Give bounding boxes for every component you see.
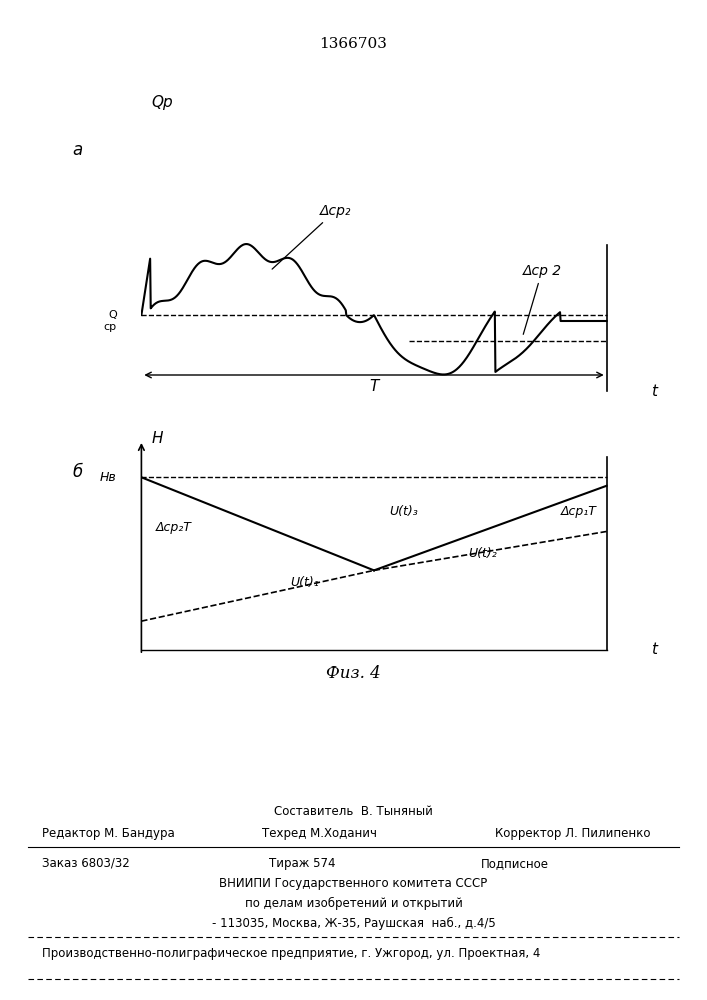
Text: T: T bbox=[369, 379, 379, 394]
Text: б: б bbox=[72, 463, 82, 481]
Text: Δcp 2: Δcp 2 bbox=[522, 264, 561, 334]
Text: по делам изобретений и открытий: по делам изобретений и открытий bbox=[245, 897, 462, 910]
Text: Δcp₂: Δcp₂ bbox=[272, 204, 351, 269]
Text: Тираж 574: Тираж 574 bbox=[269, 857, 335, 870]
Text: ВНИИПИ Государственного комитета СССР: ВНИИПИ Государственного комитета СССР bbox=[219, 877, 488, 890]
Text: Корректор Л. Пилипенко: Корректор Л. Пилипенко bbox=[495, 827, 650, 840]
Text: U(t)₂: U(t)₂ bbox=[468, 547, 497, 560]
Text: H: H bbox=[151, 431, 163, 446]
Text: Редактор М. Бандура: Редактор М. Бандура bbox=[42, 827, 175, 840]
Text: U(t)₁: U(t)₁ bbox=[290, 576, 319, 589]
Text: Δcp₁T: Δcp₁T bbox=[561, 505, 597, 518]
Text: t: t bbox=[651, 642, 657, 657]
Text: - 113035, Москва, Ж-35, Раушская  наб., д.4/5: - 113035, Москва, Ж-35, Раушская наб., д… bbox=[211, 917, 496, 930]
Text: Подписное: Подписное bbox=[481, 857, 549, 870]
Text: t: t bbox=[651, 383, 657, 398]
Text: U(t)₃: U(t)₃ bbox=[389, 505, 418, 518]
Text: Физ. 4: Физ. 4 bbox=[326, 665, 381, 682]
Text: Производственно-полиграфическое предприятие, г. Ужгород, ул. Проектная, 4: Производственно-полиграфическое предприя… bbox=[42, 947, 541, 960]
Text: Δcp₂T: Δcp₂T bbox=[156, 521, 192, 534]
Text: Q
ср: Q ср bbox=[103, 310, 117, 332]
Text: Заказ 6803/32: Заказ 6803/32 bbox=[42, 857, 130, 870]
Text: Техред М.Ходанич: Техред М.Ходанич bbox=[262, 827, 377, 840]
Text: 1366703: 1366703 bbox=[320, 37, 387, 51]
Text: Qр: Qр bbox=[151, 95, 173, 110]
Text: Hв: Hв bbox=[100, 471, 117, 484]
Text: a: a bbox=[72, 141, 82, 159]
Text: Составитель  В. Тыняный: Составитель В. Тыняный bbox=[274, 805, 433, 818]
